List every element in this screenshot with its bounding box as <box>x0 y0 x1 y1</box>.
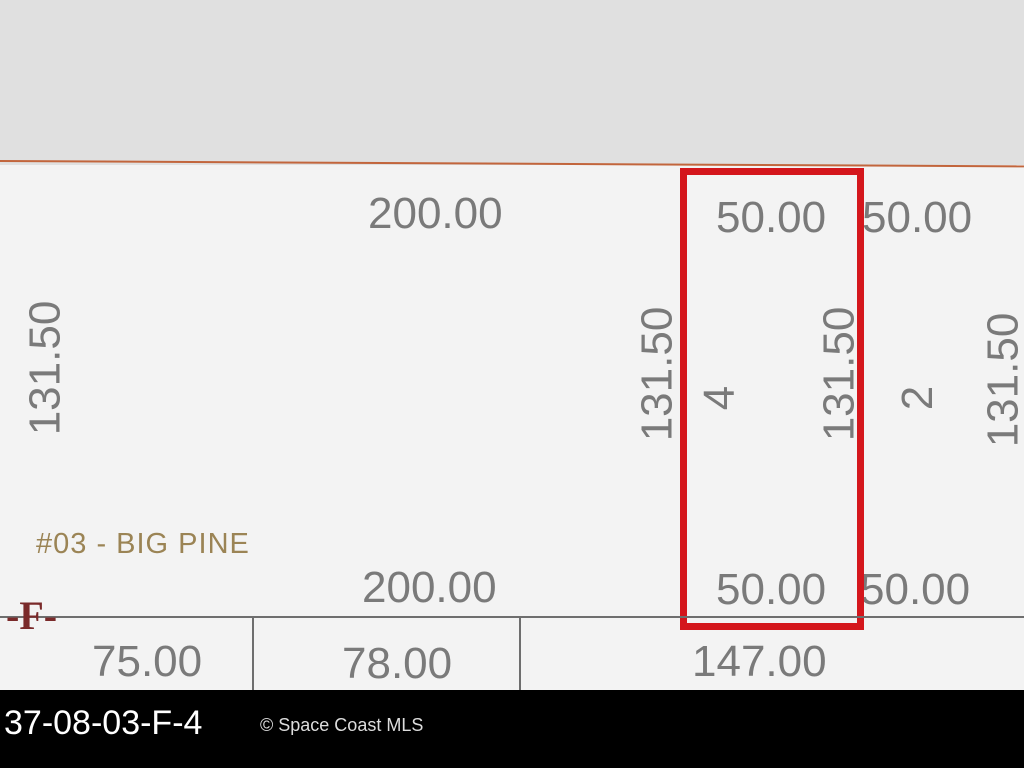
map-header-area <box>0 0 1024 165</box>
dimension-label: 50.00 <box>862 193 973 242</box>
lot-line <box>0 616 1024 618</box>
dimension-label: 131.50 <box>20 300 70 436</box>
dimension-label: 50.00 <box>716 193 827 242</box>
footer-bar <box>0 690 1024 768</box>
dimension-label: 50.00 <box>716 565 827 614</box>
selected-parcel-highlight[interactable] <box>680 168 864 630</box>
dimension-label: 78.00 <box>342 639 453 688</box>
dimension-label: 50.00 <box>860 565 971 614</box>
dimension-label: 131.50 <box>632 306 682 442</box>
dimension-label: 200.00 <box>362 563 497 612</box>
lot-line <box>519 618 521 690</box>
dimension-label: 75.00 <box>92 637 203 686</box>
block-label: -F- <box>6 593 58 638</box>
lot-number[interactable]: 2 <box>893 385 943 411</box>
dimension-label: 200.00 <box>368 189 503 238</box>
dimension-label: 131.50 <box>978 312 1024 448</box>
lot-line <box>252 618 254 690</box>
parcel-id: 37-08-03-F-4 <box>4 704 203 742</box>
dimension-label: 147.00 <box>692 637 827 686</box>
watermark: © Space Coast MLS <box>260 715 424 735</box>
subdivision-label: #03 - BIG PINE <box>36 528 250 560</box>
